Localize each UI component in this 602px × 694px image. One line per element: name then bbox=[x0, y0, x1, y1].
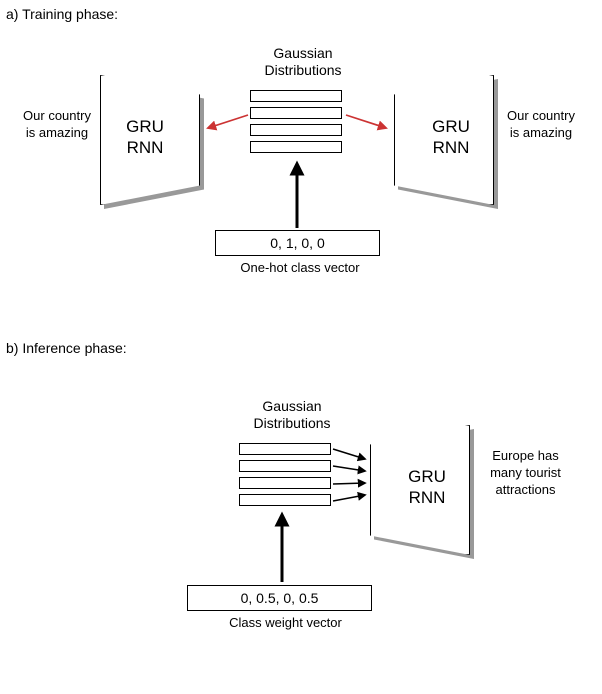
inference-gaussian-title: Gaussian Distributions bbox=[237, 398, 347, 432]
training-sentence-right: Our country is amazing bbox=[502, 108, 580, 142]
inference-arrow-2 bbox=[333, 466, 365, 471]
inference-decoder-right bbox=[370, 425, 470, 555]
training-onehot-label: One-hot class vector bbox=[225, 260, 375, 275]
training-arrow-left bbox=[208, 115, 248, 128]
training-dist-bar bbox=[250, 90, 342, 102]
inference-weight-label: Class weight vector bbox=[218, 615, 353, 630]
inference-dist-bar bbox=[239, 494, 331, 506]
inference-arrow-3 bbox=[333, 483, 365, 484]
training-encoder-left bbox=[100, 75, 200, 205]
training-arrow-right bbox=[346, 115, 386, 128]
inference-arrow-1 bbox=[333, 449, 365, 459]
inference-distribution-stack bbox=[239, 443, 331, 511]
training-distribution-stack bbox=[250, 90, 342, 158]
training-decoder-right bbox=[394, 75, 494, 205]
training-dist-bar bbox=[250, 141, 342, 153]
inference-sentence-right: Europe has many tourist attractions bbox=[478, 448, 573, 499]
training-dist-bar bbox=[250, 124, 342, 136]
training-onehot-vector: 0, 1, 0, 0 bbox=[215, 230, 380, 256]
training-dist-bar bbox=[250, 107, 342, 119]
inference-dist-bar bbox=[239, 443, 331, 455]
training-phase-label: a) Training phase: bbox=[6, 6, 118, 22]
inference-dist-bar bbox=[239, 460, 331, 472]
training-gaussian-title: Gaussian Distributions bbox=[248, 45, 358, 79]
inference-dist-bar bbox=[239, 477, 331, 489]
inference-phase-label: b) Inference phase: bbox=[6, 340, 127, 356]
inference-arrow-4 bbox=[333, 495, 365, 501]
inference-weight-vector: 0, 0.5, 0, 0.5 bbox=[187, 585, 372, 611]
training-sentence-left: Our country is amazing bbox=[18, 108, 96, 142]
